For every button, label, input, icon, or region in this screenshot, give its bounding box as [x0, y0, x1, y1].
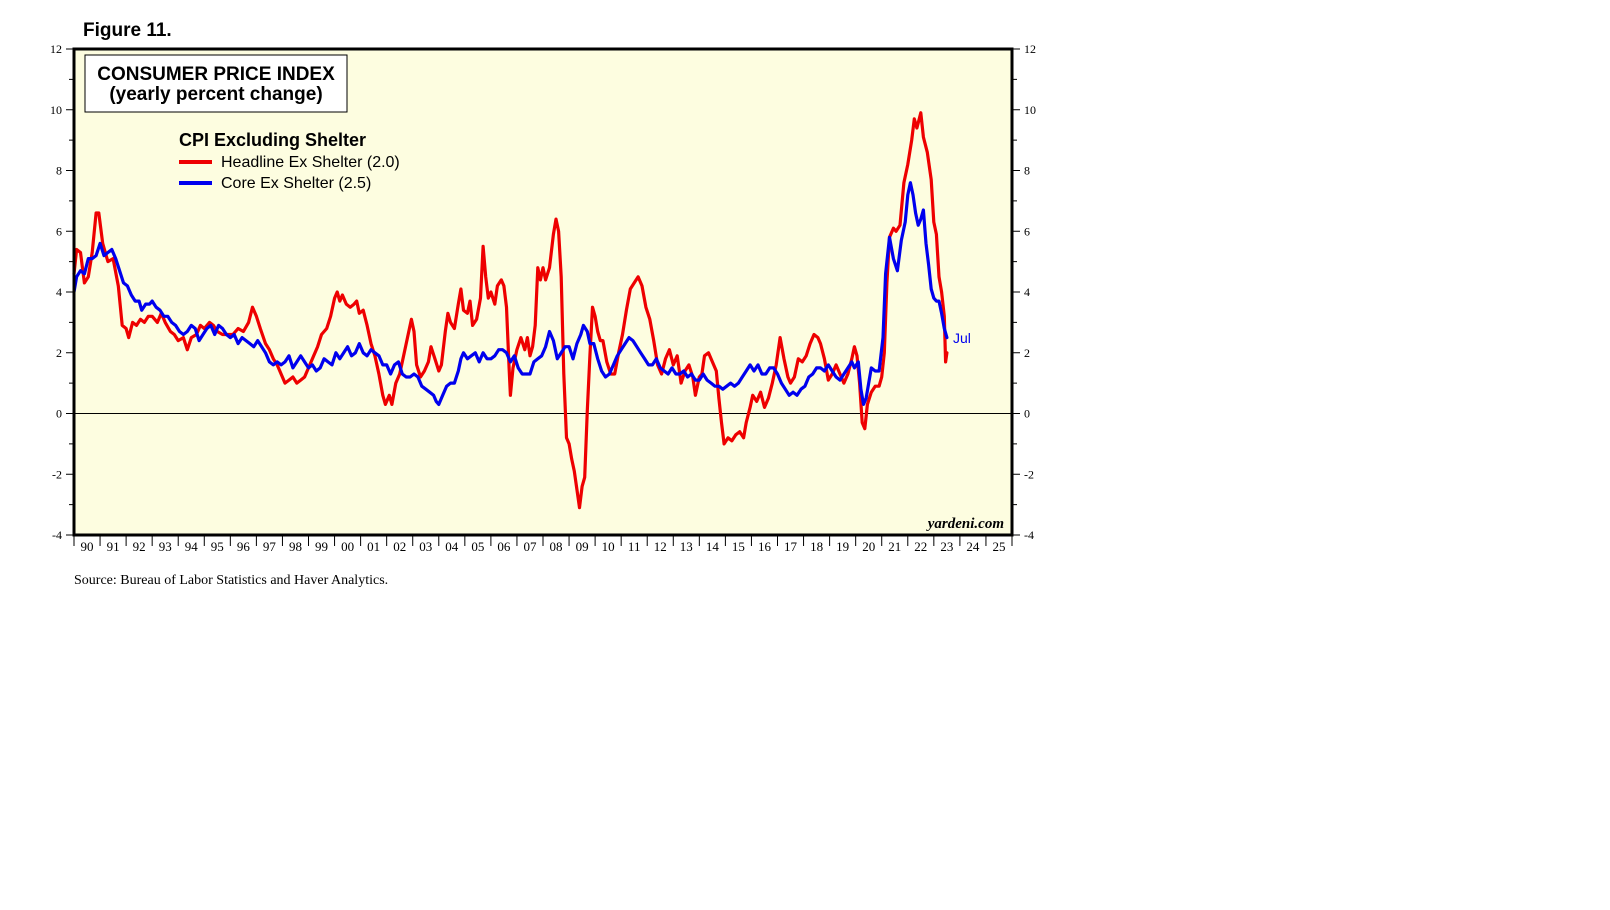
title-box — [84, 54, 348, 113]
y-axis-right: -4 -2 0 2 4 6 8 10 12 — [1012, 42, 1036, 542]
y-tick-label-left: 10 — [50, 103, 62, 117]
x-axis: 90 91 92 93 94 95 96 97 98 99 00 01 02 03 04 05 06 07 08 09… — [73, 535, 1013, 554]
x-tick-label: 16 — [758, 539, 772, 554]
x-tick-label: 99 — [315, 539, 328, 554]
y-tick-label-right: 4 — [1024, 285, 1030, 299]
x-tick-label: 06 — [497, 539, 511, 554]
x-tick-label: 24 — [966, 539, 980, 554]
y-tick-label-left: -4 — [52, 528, 62, 542]
y-tick-label-left: 2 — [56, 346, 62, 360]
legend-label-core: Core Ex Shelter (2.5) — [221, 175, 371, 192]
legend-title: CPI Excluding Shelter — [179, 130, 366, 150]
x-tick-label: 14 — [706, 539, 720, 554]
x-tick-label: 95 — [211, 539, 224, 554]
x-tick-label: 13 — [680, 539, 693, 554]
x-tick-label: 92 — [133, 539, 146, 554]
x-tick-label: 91 — [107, 539, 120, 554]
y-tick-label-left: 4 — [56, 285, 62, 299]
x-tick-label: 22 — [914, 539, 927, 554]
x-tick-label: 05 — [471, 539, 484, 554]
end-label: Jul — [953, 330, 971, 346]
chart-subtitle: (yearly percent change) — [109, 84, 322, 105]
x-tick-label: 00 — [341, 539, 354, 554]
x-tick-label: 12 — [654, 539, 667, 554]
y-tick-label-left: 12 — [50, 42, 62, 56]
x-tick-label: 17 — [784, 539, 798, 554]
x-tick-label: 08 — [550, 539, 563, 554]
x-tick-label: 01 — [367, 539, 380, 554]
x-tick-label: 96 — [237, 539, 251, 554]
y-tick-label-right: -4 — [1024, 528, 1034, 542]
y-tick-label-right: 2 — [1024, 346, 1030, 360]
series-line-headline — [72, 111, 949, 510]
source-note: Source: Bureau of Labor Statistics and H… — [74, 573, 389, 588]
x-tick-label: 11 — [628, 539, 641, 554]
y-tick-label-right: 10 — [1024, 103, 1036, 117]
series-group — [72, 111, 949, 510]
plot-area — [74, 49, 1012, 535]
y-tick-label-right: 12 — [1024, 42, 1036, 56]
series-line-core — [72, 181, 949, 406]
y-tick-label-right: 8 — [1024, 164, 1030, 178]
figure-label: Figure 11. — [83, 20, 172, 41]
x-tick-label: 25 — [992, 539, 1005, 554]
legend-label-headline: Headline Ex Shelter (2.0) — [221, 154, 400, 171]
y-tick-label-left: 8 — [56, 164, 62, 178]
x-tick-label: 02 — [393, 539, 406, 554]
x-tick-label: 23 — [940, 539, 953, 554]
y-tick-label-right: 6 — [1024, 224, 1030, 238]
x-tick-label: 97 — [263, 539, 277, 554]
x-tick-label: 93 — [159, 539, 172, 554]
y-tick-label-left: -2 — [52, 467, 62, 481]
x-tick-label: 98 — [289, 539, 302, 554]
x-tick-label: 18 — [810, 539, 823, 554]
watermark: yardeni.com — [926, 516, 1004, 532]
x-tick-label: 94 — [185, 539, 199, 554]
x-tick-label: 04 — [445, 539, 459, 554]
x-tick-label: 15 — [732, 539, 745, 554]
y-tick-label-left: 0 — [56, 407, 62, 421]
x-tick-label: 09 — [576, 539, 589, 554]
y-tick-label-right: -2 — [1024, 467, 1034, 481]
x-tick-label: 19 — [836, 539, 849, 554]
x-tick-label: 20 — [862, 539, 875, 554]
chart-title: CONSUMER PRICE INDEX — [97, 64, 335, 85]
y-axis-left: -4 -2 0 2 4 6 8 10 12 — [50, 42, 74, 542]
x-tick-label: 10 — [602, 539, 615, 554]
y-tick-label-right: 0 — [1024, 407, 1030, 421]
y-tick-label-left: 6 — [56, 224, 62, 238]
x-tick-label: 07 — [523, 539, 537, 554]
x-tick-label: 03 — [419, 539, 432, 554]
x-tick-label: 21 — [888, 539, 901, 554]
x-tick-label: 90 — [81, 539, 94, 554]
